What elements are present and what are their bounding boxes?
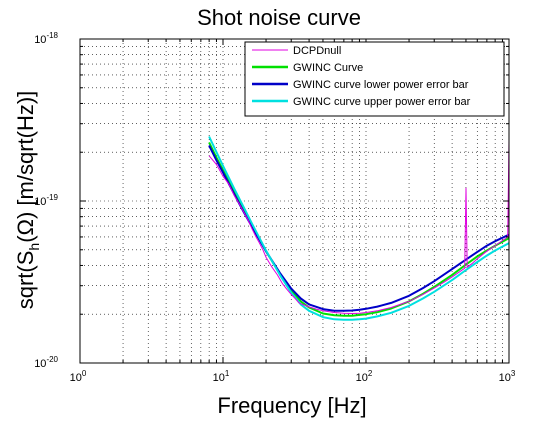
x-tick-label-base: 10 [499, 372, 511, 384]
legend-label-dcpdnull: DCPDnull [293, 45, 341, 57]
x-tick-label: 103 [499, 369, 516, 384]
tick-marks [79, 38, 510, 364]
chart-title: Shot noise curve [197, 5, 361, 30]
x-tick-label-exponent: 1 [225, 369, 230, 378]
y-tick-label-exponent: -20 [46, 355, 58, 364]
legend-label-gwinc-curve-lower-power-error-bar: GWINC curve lower power error bar [293, 79, 469, 91]
series-line-dcpdnull [208, 139, 509, 314]
legend-label-gwinc-curve-upper-power-error-bar: GWINC curve upper power error bar [293, 96, 471, 108]
x-tick-label-base: 10 [213, 372, 225, 384]
y-axis-label-suffix: (Ω) [m/sqrt(Hz)] [13, 91, 38, 243]
y-tick-label: 10-18 [34, 31, 58, 46]
series-group [208, 136, 509, 321]
legend: DCPDnull GWINC Curve GWINC curve lower pow… [244, 41, 505, 117]
x-tick-label-base: 10 [70, 372, 82, 384]
series-line-gwinc-curve-upper-power-error-bar [208, 136, 509, 321]
y-tick-label: 10-20 [34, 355, 58, 370]
y-tick-label: 10-19 [34, 193, 58, 208]
y-tick-label-base: 10 [34, 34, 46, 46]
y-axis-label-prefix: sqrt(S [13, 251, 38, 310]
y-tick-label-base: 10 [34, 358, 46, 370]
x-tick-label-exponent: 2 [368, 369, 373, 378]
x-tick-label-base: 10 [356, 372, 368, 384]
y-axis-label: sqrt(Sh(Ω) [m/sqrt(Hz)] [13, 91, 42, 310]
x-tick-label: 102 [356, 369, 373, 384]
y-axis-label-subscript: h [26, 243, 42, 251]
y-tick-label-exponent: -18 [46, 31, 58, 40]
x-axis-label: Frequency [Hz] [217, 393, 366, 418]
x-tick-label: 101 [213, 369, 230, 384]
x-tick-labels: 100 101 102 103 [70, 369, 516, 384]
x-tick-label: 100 [70, 369, 87, 384]
legend-label-gwinc-curve: GWINC Curve [293, 62, 363, 74]
legend-box [244, 41, 505, 117]
y-tick-label-base: 10 [34, 196, 46, 208]
x-tick-label-exponent: 0 [82, 369, 87, 378]
y-tick-label-exponent: -19 [46, 193, 58, 202]
x-tick-label-exponent: 3 [511, 369, 516, 378]
